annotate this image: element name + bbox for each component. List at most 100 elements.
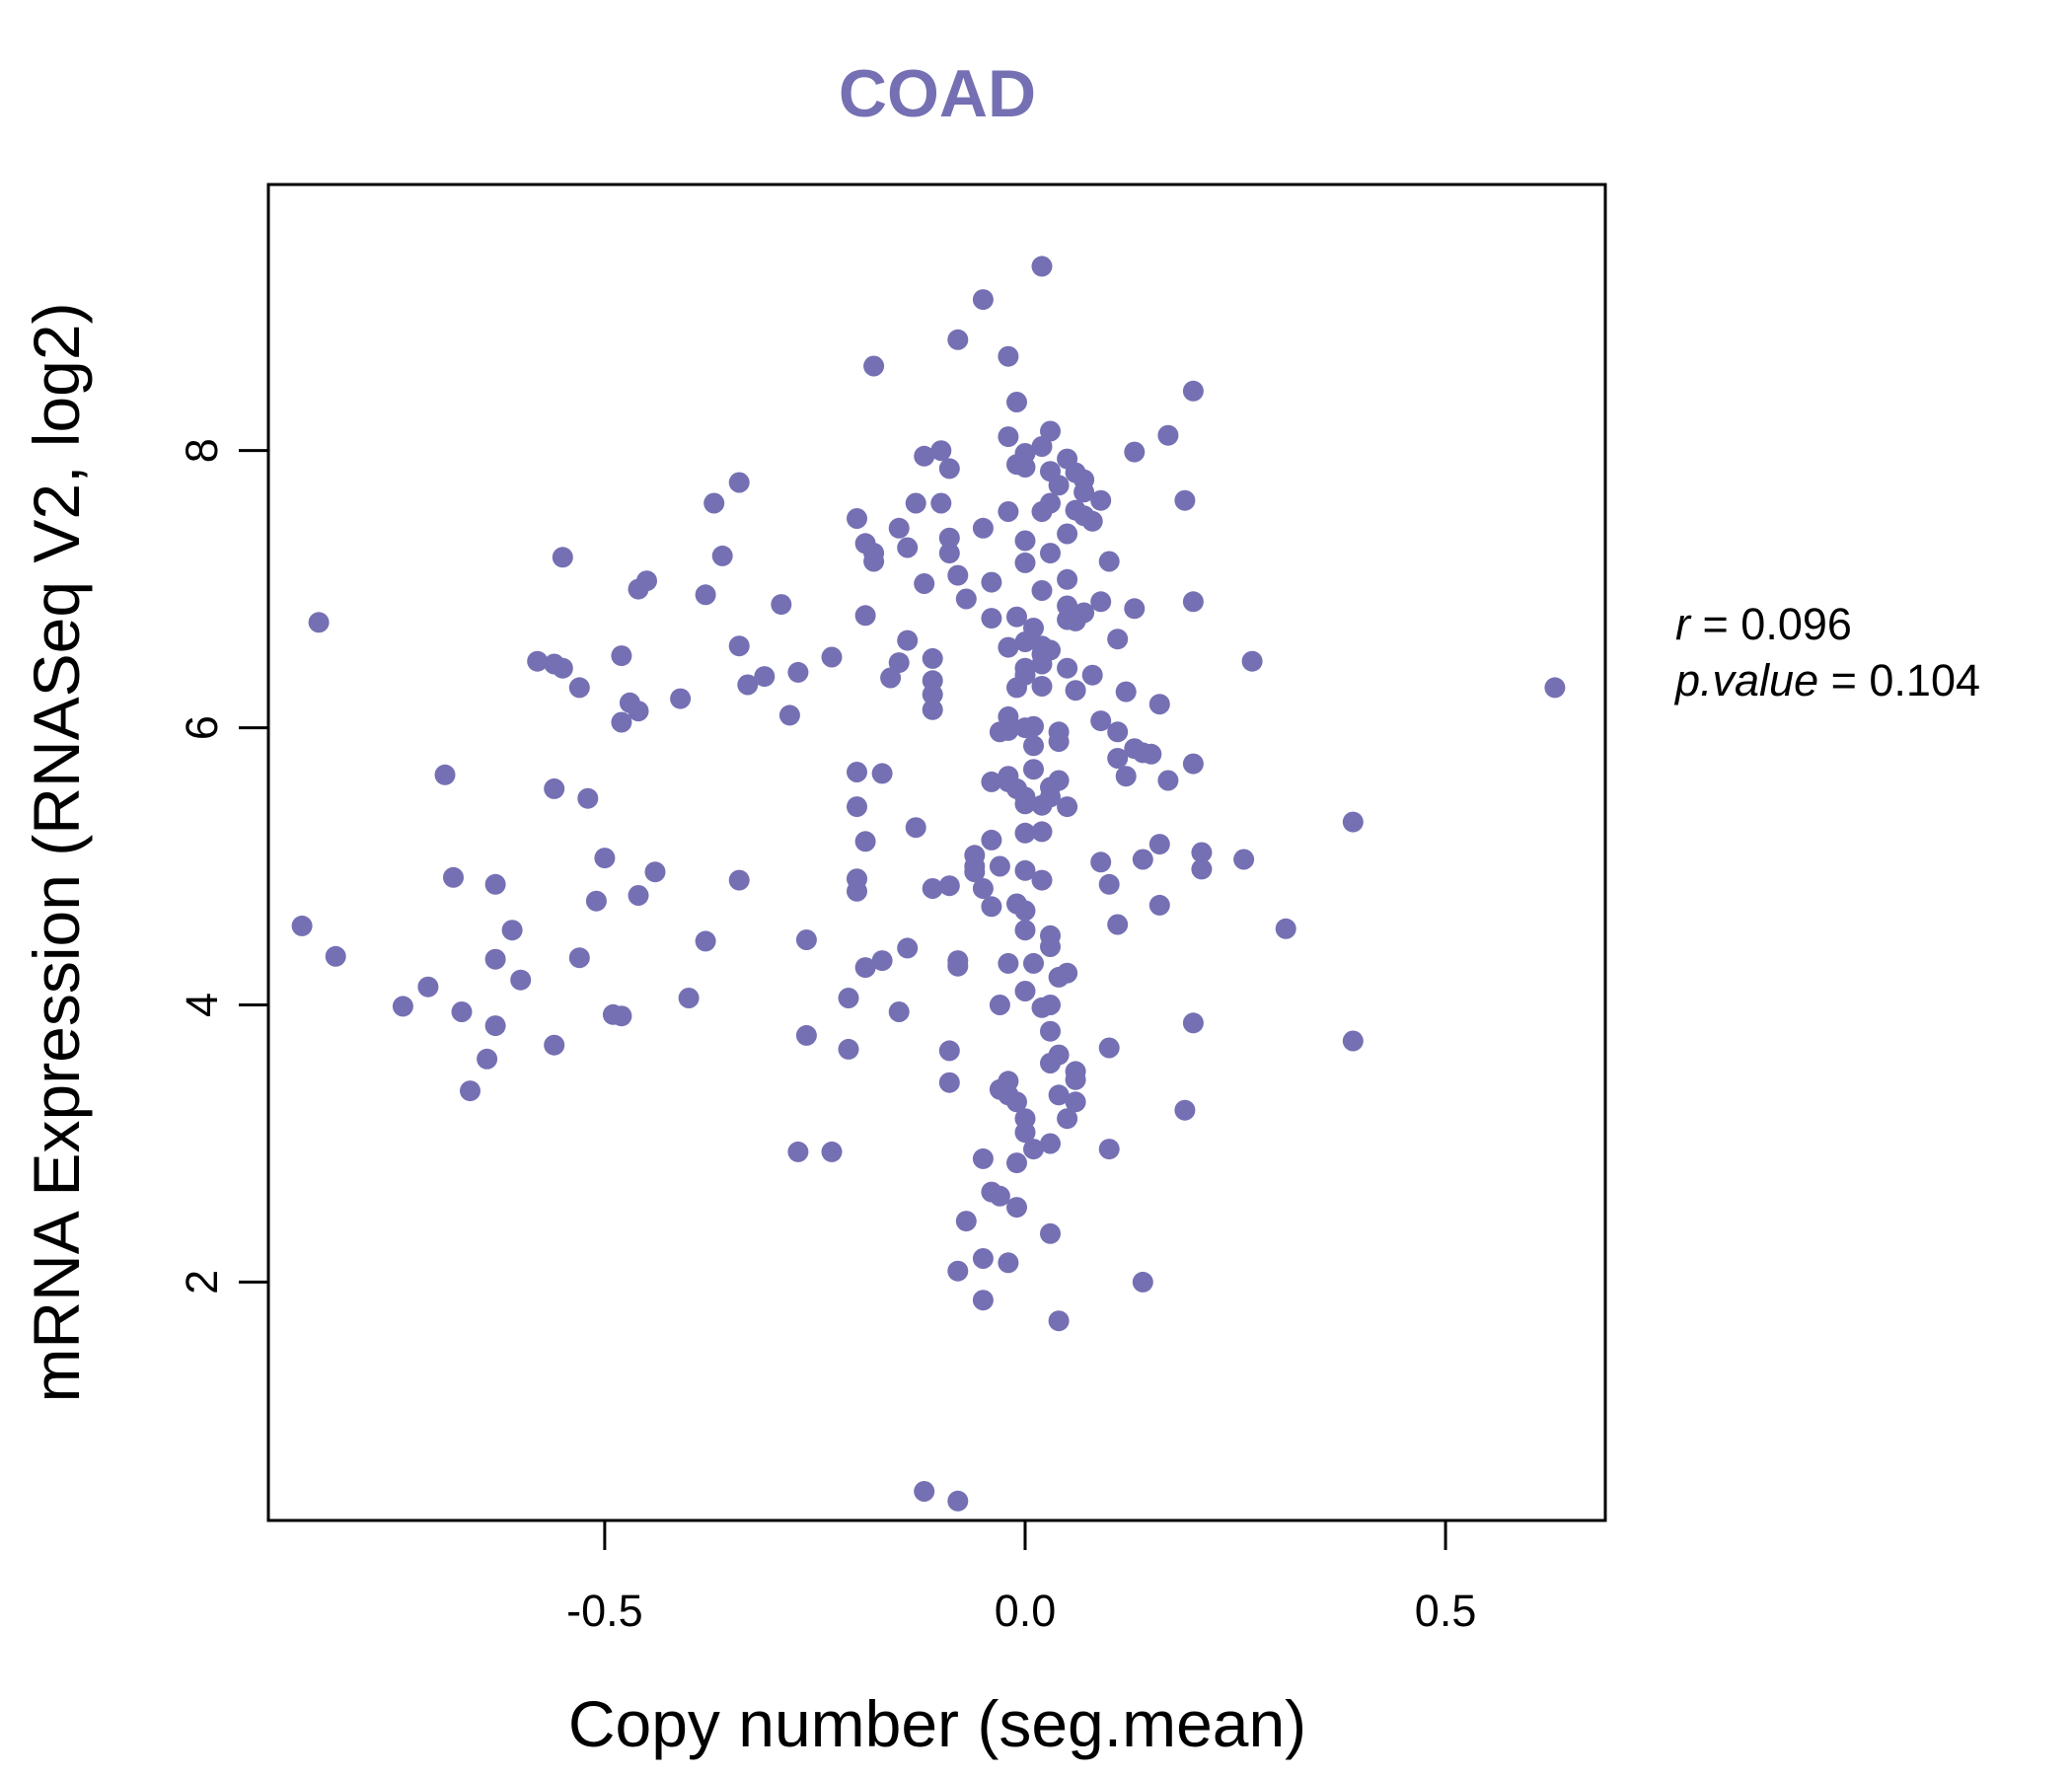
data-point-27 [611, 1005, 632, 1027]
data-point-65 [854, 957, 876, 979]
data-point-37 [678, 988, 700, 1008]
data-point-126 [998, 719, 1019, 741]
data-point-8 [460, 1080, 481, 1102]
data-point-4 [417, 976, 439, 998]
data-point-74 [888, 1001, 910, 1022]
r-eq: = [1690, 599, 1740, 649]
data-point-166 [1023, 1139, 1044, 1160]
data-point-110 [972, 1248, 994, 1269]
data-point-43 [728, 635, 750, 657]
data-point-129 [998, 952, 1019, 974]
data-point-217 [1065, 680, 1086, 702]
data-point-50 [795, 929, 817, 950]
data-point-82 [914, 1481, 935, 1502]
data-point-81 [914, 573, 935, 594]
data-point-70 [871, 950, 893, 972]
data-point-199 [1048, 1310, 1070, 1332]
data-point-161 [1014, 1122, 1036, 1144]
data-point-209 [1057, 1108, 1078, 1130]
data-point-157 [1014, 900, 1036, 922]
x-axis: -0.5 0.0 0.5 [566, 1520, 1476, 1636]
data-point-66 [863, 355, 885, 377]
data-point-36 [670, 688, 692, 709]
r-statistic: r = 0.096 [1675, 599, 1852, 649]
y-tick-label: 4 [177, 993, 227, 1017]
data-point-147 [1014, 530, 1036, 552]
data-point-245 [1148, 694, 1170, 715]
data-point-61 [847, 880, 867, 902]
data-point-201 [1048, 770, 1070, 791]
data-point-234 [1107, 748, 1129, 769]
p-statistic: p.value = 0.104 [1673, 655, 1980, 705]
data-point-219 [1073, 481, 1095, 503]
y-axis-label: mRNA Expression (RNASeq V2, log2) [20, 302, 93, 1402]
data-point-246 [1148, 834, 1170, 855]
data-point-249 [1157, 424, 1179, 446]
data-point-56 [838, 1038, 859, 1060]
data-point-7 [451, 1001, 473, 1022]
y-tick-label: 2 [177, 1270, 227, 1295]
data-point-72 [888, 517, 910, 539]
data-point-120 [989, 855, 1010, 877]
data-point-151 [1014, 664, 1036, 686]
data-point-254 [1182, 380, 1204, 402]
data-point-106 [964, 855, 986, 877]
data-point-213 [1065, 1069, 1086, 1090]
data-points [291, 256, 1566, 1512]
data-point-98 [947, 564, 969, 586]
data-point-191 [1040, 1133, 1061, 1154]
data-point-135 [998, 636, 1019, 658]
data-point-233 [1107, 721, 1129, 743]
data-point-94 [938, 1040, 960, 1062]
data-point-33 [636, 570, 657, 592]
data-point-248 [1157, 770, 1179, 791]
data-point-198 [1048, 1084, 1070, 1106]
data-point-185 [1040, 786, 1061, 808]
data-point-231 [1098, 1139, 1120, 1160]
data-point-137 [1006, 606, 1027, 628]
data-point-109 [972, 1147, 994, 1169]
data-point-261 [1342, 811, 1364, 833]
data-point-83 [922, 647, 943, 669]
data-point-207 [1057, 796, 1078, 818]
data-point-193 [1040, 492, 1061, 514]
data-point-45 [737, 674, 759, 696]
data-point-179 [1031, 256, 1053, 277]
data-point-59 [847, 796, 867, 818]
data-point-68 [863, 551, 885, 572]
data-point-23 [577, 787, 599, 809]
data-point-214 [1065, 1091, 1086, 1113]
data-point-188 [1040, 995, 1061, 1015]
data-point-97 [947, 329, 969, 350]
data-point-112 [972, 878, 994, 899]
chart-title: COAD [839, 56, 1036, 131]
data-point-11 [484, 948, 506, 970]
data-point-141 [1006, 1091, 1027, 1113]
data-point-6 [443, 866, 464, 888]
data-point-19 [552, 547, 573, 568]
data-point-75 [897, 629, 919, 651]
data-point-107 [972, 289, 994, 311]
data-point-262 [1342, 1030, 1364, 1052]
data-point-93 [938, 875, 960, 897]
p-value: 0.104 [1869, 655, 1980, 705]
data-point-159 [1014, 981, 1036, 1001]
p-label: p.value [1673, 655, 1818, 705]
data-point-228 [1098, 551, 1120, 572]
data-point-251 [1174, 1099, 1196, 1121]
data-point-180 [1040, 420, 1061, 442]
data-point-203 [1057, 568, 1078, 590]
data-point-5 [434, 764, 456, 785]
data-point-208 [1057, 962, 1078, 984]
data-point-58 [847, 762, 867, 782]
data-point-244 [1141, 743, 1162, 765]
data-point-224 [1090, 710, 1112, 732]
data-point-63 [854, 605, 876, 627]
data-point-225 [1090, 851, 1112, 873]
data-point-257 [1191, 858, 1213, 880]
data-point-69 [871, 763, 893, 784]
data-point-189 [1040, 1020, 1061, 1042]
data-point-232 [1107, 629, 1129, 650]
data-point-80 [914, 445, 935, 467]
data-point-102 [955, 588, 977, 610]
